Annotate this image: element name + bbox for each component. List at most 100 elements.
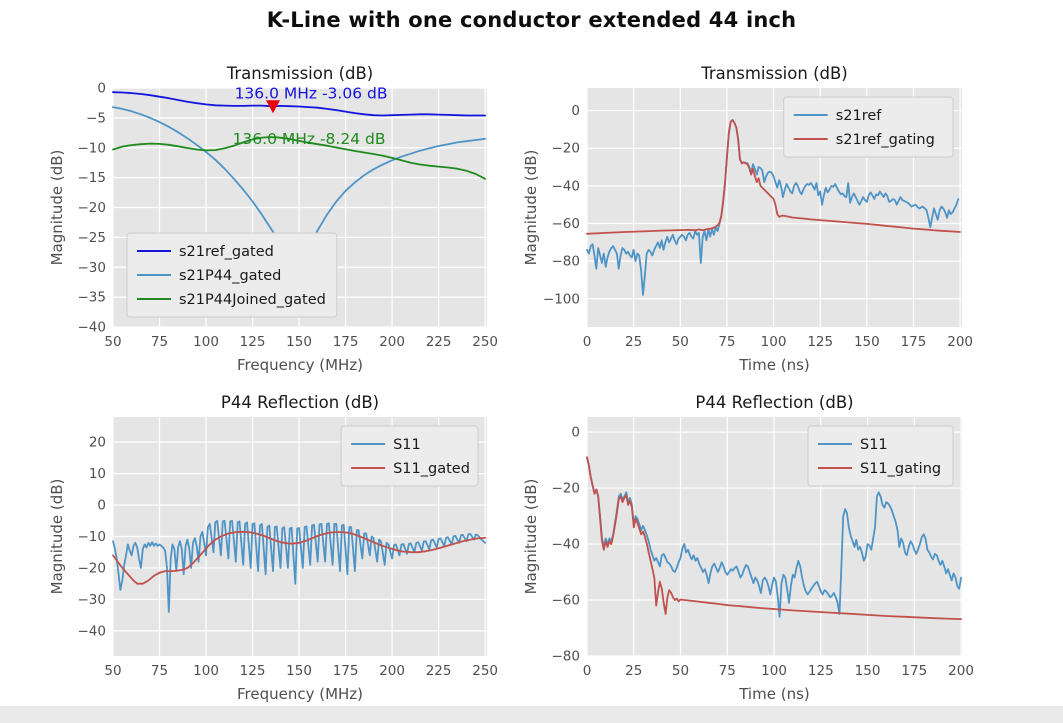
y-tick-label: 0 bbox=[571, 103, 580, 119]
subplot-tl-y-axis-label: Magnitude (dB) bbox=[48, 150, 66, 266]
subplot-bl-x-axis-label: Frequency (MHz) bbox=[237, 685, 363, 703]
x-tick-label: 225 bbox=[426, 334, 452, 350]
x-tick-label: 125 bbox=[240, 663, 266, 679]
legend-label: s21ref_gating bbox=[836, 132, 935, 148]
x-tick-label: 100 bbox=[761, 663, 787, 679]
x-tick-label: 25 bbox=[625, 334, 642, 350]
x-tick-label: 25 bbox=[625, 663, 642, 679]
x-tick-label: 125 bbox=[807, 334, 833, 350]
subplot-tr-series-s21ref_gating bbox=[586, 119, 961, 235]
x-tick-label: 200 bbox=[379, 663, 405, 679]
x-tick-label: 50 bbox=[104, 663, 121, 679]
x-tick-label: 75 bbox=[718, 334, 735, 350]
x-tick-label: 0 bbox=[583, 663, 592, 679]
y-tick-label: −15 bbox=[78, 170, 107, 186]
subplot-tr-y-axis-label: Magnitude (dB) bbox=[522, 150, 540, 266]
x-tick-label: 50 bbox=[672, 663, 689, 679]
x-tick-label: 50 bbox=[672, 334, 689, 350]
legend-label: S11 bbox=[860, 437, 888, 453]
subplot-bl-series-S11_gated bbox=[112, 530, 487, 585]
x-tick-label: 250 bbox=[472, 663, 498, 679]
legend-label: S11_gated bbox=[393, 461, 470, 477]
y-tick-label: −100 bbox=[543, 291, 580, 307]
y-tick-label: −80 bbox=[552, 649, 581, 665]
x-tick-label: 75 bbox=[151, 663, 168, 679]
y-tick-label: −30 bbox=[78, 260, 107, 276]
y-tick-label: −20 bbox=[552, 481, 581, 497]
subplot-tr-series-s21ref bbox=[586, 119, 960, 296]
annotation-marker-triangle-down-icon bbox=[266, 100, 281, 114]
x-tick-label: 175 bbox=[333, 663, 359, 679]
y-tick-label: −35 bbox=[78, 290, 107, 306]
legend-label: S11 bbox=[393, 437, 421, 453]
footer-strip bbox=[0, 706, 1063, 723]
x-tick-label: 150 bbox=[854, 334, 880, 350]
x-tick-label: 75 bbox=[719, 663, 736, 679]
x-tick-label: 100 bbox=[761, 334, 787, 350]
y-tick-label: −80 bbox=[552, 254, 581, 270]
legend-label: s21ref_gated bbox=[179, 244, 274, 260]
annotation-text: 136.0 MHz -8.24 dB bbox=[233, 130, 386, 148]
subplot-tl-series-s21ref_gated bbox=[112, 91, 487, 117]
x-tick-label: 100 bbox=[193, 334, 219, 350]
subplot-br-x-axis-label: Time (ns) bbox=[738, 685, 810, 703]
y-tick-label: −30 bbox=[78, 592, 107, 608]
subplot-tl-legend bbox=[126, 232, 338, 318]
figure-title: K-Line with one conductor extended 44 in… bbox=[266, 8, 797, 32]
x-tick-label: 200 bbox=[948, 663, 974, 679]
legend-label: s21P44Joined_gated bbox=[179, 292, 326, 308]
x-tick-label: 175 bbox=[333, 334, 359, 350]
subplot-br-series-S11_gating bbox=[586, 456, 962, 620]
x-tick-label: 125 bbox=[808, 663, 834, 679]
x-tick-label: 150 bbox=[286, 663, 312, 679]
x-tick-label: 175 bbox=[901, 334, 927, 350]
y-tick-label: −20 bbox=[78, 560, 107, 576]
subplot-br-series-S11 bbox=[586, 456, 962, 618]
subplot-tr-title: Transmission (dB) bbox=[700, 64, 848, 83]
legend-label: s21P44_gated bbox=[179, 268, 281, 284]
annotation-text: 136.0 MHz -3.06 dB bbox=[235, 84, 388, 102]
y-tick-label: 0 bbox=[97, 81, 106, 97]
x-tick-label: 150 bbox=[855, 663, 881, 679]
y-tick-label: −10 bbox=[78, 140, 107, 156]
subplot-bl-title: P44 Reflection (dB) bbox=[221, 393, 379, 412]
y-tick-label: −40 bbox=[552, 537, 581, 553]
x-tick-label: 125 bbox=[240, 334, 266, 350]
subplot-tr-legend bbox=[783, 96, 954, 158]
legend-label: S11_gating bbox=[860, 461, 941, 477]
x-tick-label: 175 bbox=[901, 663, 927, 679]
y-tick-label: 10 bbox=[89, 466, 106, 482]
x-tick-label: 100 bbox=[193, 663, 219, 679]
y-tick-label: −5 bbox=[86, 110, 106, 126]
y-tick-label: −40 bbox=[552, 178, 581, 194]
subplot-bl-series-S11 bbox=[112, 519, 487, 613]
y-tick-label: 0 bbox=[97, 498, 106, 514]
subplot-bl-legend bbox=[340, 425, 479, 487]
y-tick-label: −20 bbox=[552, 141, 581, 157]
subplot-tr-x-axis-label: Time (ns) bbox=[738, 356, 810, 374]
subplot-tl-title: Transmission (dB) bbox=[226, 64, 374, 83]
x-tick-label: 250 bbox=[472, 334, 498, 350]
y-tick-label: −60 bbox=[552, 216, 581, 232]
x-tick-label: 50 bbox=[104, 334, 121, 350]
y-tick-label: −10 bbox=[78, 529, 107, 545]
y-tick-label: −40 bbox=[78, 623, 107, 639]
x-tick-label: 150 bbox=[286, 334, 312, 350]
y-tick-label: −25 bbox=[78, 230, 107, 246]
subplot-tl-series-s21P44Joined_gated bbox=[112, 136, 487, 180]
subplot-br-title: P44 Reflection (dB) bbox=[695, 393, 853, 412]
y-tick-label: −20 bbox=[78, 200, 107, 216]
x-tick-label: 0 bbox=[583, 334, 592, 350]
y-tick-label: −60 bbox=[552, 593, 581, 609]
x-tick-label: 75 bbox=[151, 334, 168, 350]
subplot-tl-x-axis-label: Frequency (MHz) bbox=[237, 356, 363, 374]
x-tick-label: 200 bbox=[947, 334, 973, 350]
subplot-br-legend bbox=[807, 425, 954, 487]
subplot-br-y-axis-label: Magnitude (dB) bbox=[522, 479, 540, 595]
y-tick-label: 0 bbox=[571, 425, 580, 441]
subplot-bl-y-axis-label: Magnitude (dB) bbox=[48, 479, 66, 595]
y-tick-label: 20 bbox=[89, 435, 106, 451]
x-tick-label: 200 bbox=[379, 334, 405, 350]
